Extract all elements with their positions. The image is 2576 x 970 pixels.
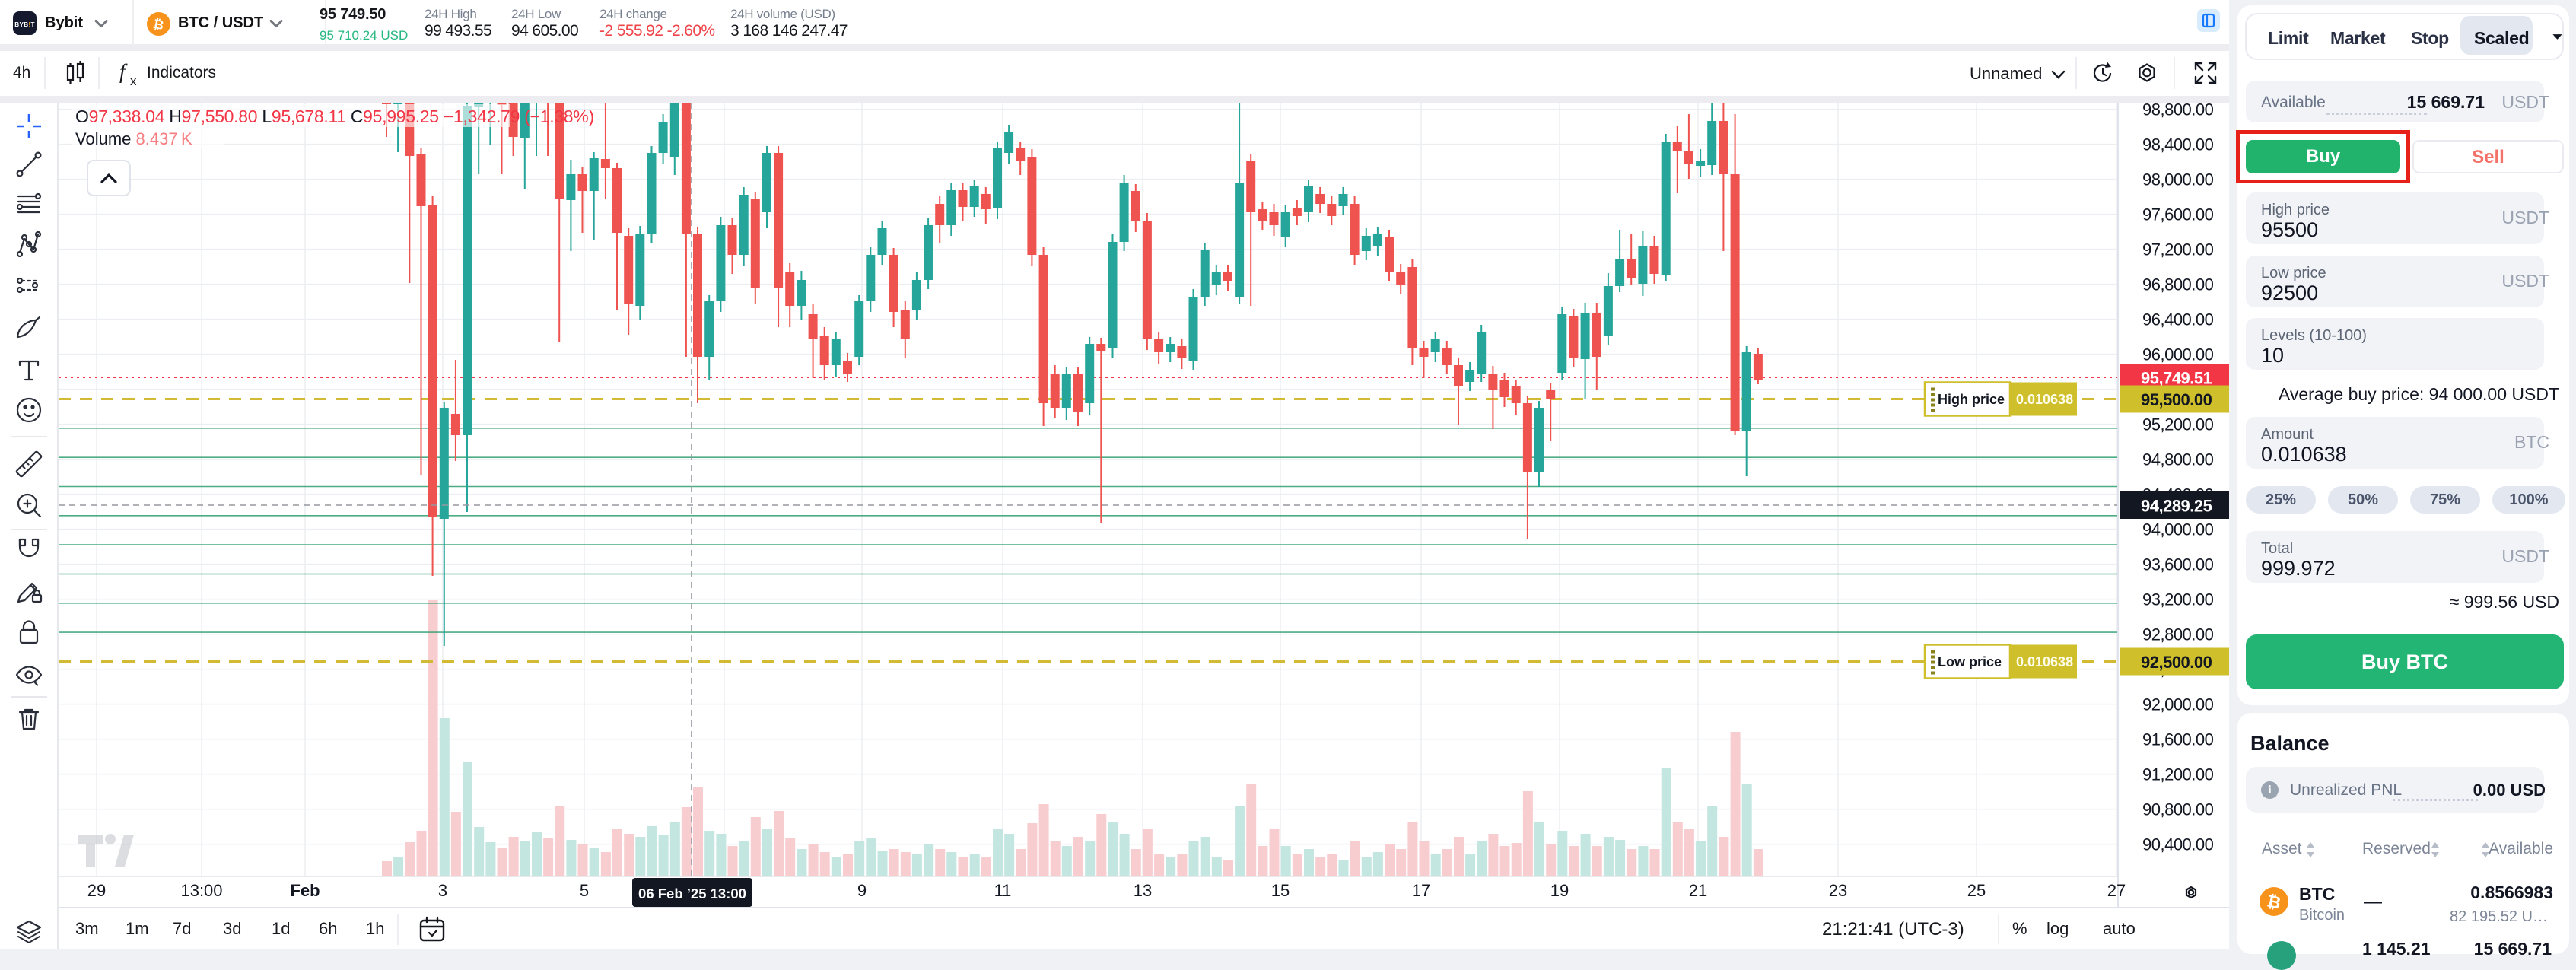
svg-text:97,200.00: 97,200.00 bbox=[2142, 240, 2214, 259]
svg-text:93,200.00: 93,200.00 bbox=[2142, 590, 2214, 609]
svg-text:High price: High price bbox=[1938, 392, 2005, 407]
svg-text:25: 25 bbox=[1967, 881, 1986, 900]
svg-text:13: 13 bbox=[1134, 881, 1152, 900]
svg-text:O97,338.04 H97,550.80 L95,678.: O97,338.04 H97,550.80 L95,678.11 C95,995… bbox=[75, 107, 594, 126]
svg-text:98,000.00: 98,000.00 bbox=[2142, 170, 2214, 189]
svg-text:21: 21 bbox=[1689, 881, 1707, 900]
svg-text:19: 19 bbox=[1550, 881, 1569, 900]
svg-text:0.010638: 0.010638 bbox=[2016, 392, 2073, 407]
svg-text:Low price: Low price bbox=[1938, 654, 2002, 669]
svg-text:0.010638: 0.010638 bbox=[2016, 654, 2073, 669]
svg-text:92,500.00: 92,500.00 bbox=[2141, 653, 2212, 672]
svg-text:98,400.00: 98,400.00 bbox=[2142, 135, 2214, 154]
svg-text:94,800.00: 94,800.00 bbox=[2142, 450, 2214, 469]
svg-text:5: 5 bbox=[580, 881, 589, 900]
svg-text:91,600.00: 91,600.00 bbox=[2142, 730, 2214, 749]
svg-text:96,800.00: 96,800.00 bbox=[2142, 275, 2214, 294]
svg-text:BYB!T: BYB!T bbox=[14, 21, 35, 28]
svg-text:94,289.25: 94,289.25 bbox=[2141, 497, 2212, 516]
svg-text:₿: ₿ bbox=[2266, 891, 2283, 912]
svg-text:9: 9 bbox=[857, 881, 867, 900]
svg-text:92,000.00: 92,000.00 bbox=[2142, 695, 2214, 714]
svg-text:96,000.00: 96,000.00 bbox=[2142, 345, 2214, 364]
svg-text:Volume 8.437 K: Volume 8.437 K bbox=[75, 129, 192, 148]
svg-text:94,000.00: 94,000.00 bbox=[2142, 520, 2214, 539]
svg-text:90,400.00: 90,400.00 bbox=[2142, 835, 2214, 854]
svg-text:90,800.00: 90,800.00 bbox=[2142, 800, 2214, 819]
svg-text:93,600.00: 93,600.00 bbox=[2142, 555, 2214, 574]
svg-text:13:00: 13:00 bbox=[180, 881, 222, 900]
svg-text:91,200.00: 91,200.00 bbox=[2142, 765, 2214, 784]
svg-text:98,800.00: 98,800.00 bbox=[2142, 103, 2214, 119]
svg-text:x: x bbox=[130, 74, 137, 86]
svg-text:97,600.00: 97,600.00 bbox=[2142, 205, 2214, 224]
svg-text:15: 15 bbox=[1271, 881, 1290, 900]
svg-text:29: 29 bbox=[87, 881, 106, 900]
svg-text:23: 23 bbox=[1829, 881, 1847, 900]
svg-text:₿: ₿ bbox=[151, 17, 165, 33]
svg-text:f: f bbox=[119, 60, 128, 83]
svg-text:96,400.00: 96,400.00 bbox=[2142, 310, 2214, 329]
svg-text:11: 11 bbox=[994, 881, 1012, 900]
svg-text:95,500.00: 95,500.00 bbox=[2141, 390, 2212, 409]
svg-text:3: 3 bbox=[438, 881, 447, 900]
svg-text:95,200.00: 95,200.00 bbox=[2142, 415, 2214, 434]
svg-text:27: 27 bbox=[2107, 881, 2126, 900]
svg-text:95,749.51: 95,749.51 bbox=[2141, 369, 2212, 388]
svg-text:17: 17 bbox=[1412, 881, 1430, 900]
svg-text:06 Feb ’25 13:00: 06 Feb ’25 13:00 bbox=[638, 886, 746, 902]
svg-text:Feb: Feb bbox=[290, 881, 320, 900]
svg-text:92,800.00: 92,800.00 bbox=[2142, 625, 2214, 644]
